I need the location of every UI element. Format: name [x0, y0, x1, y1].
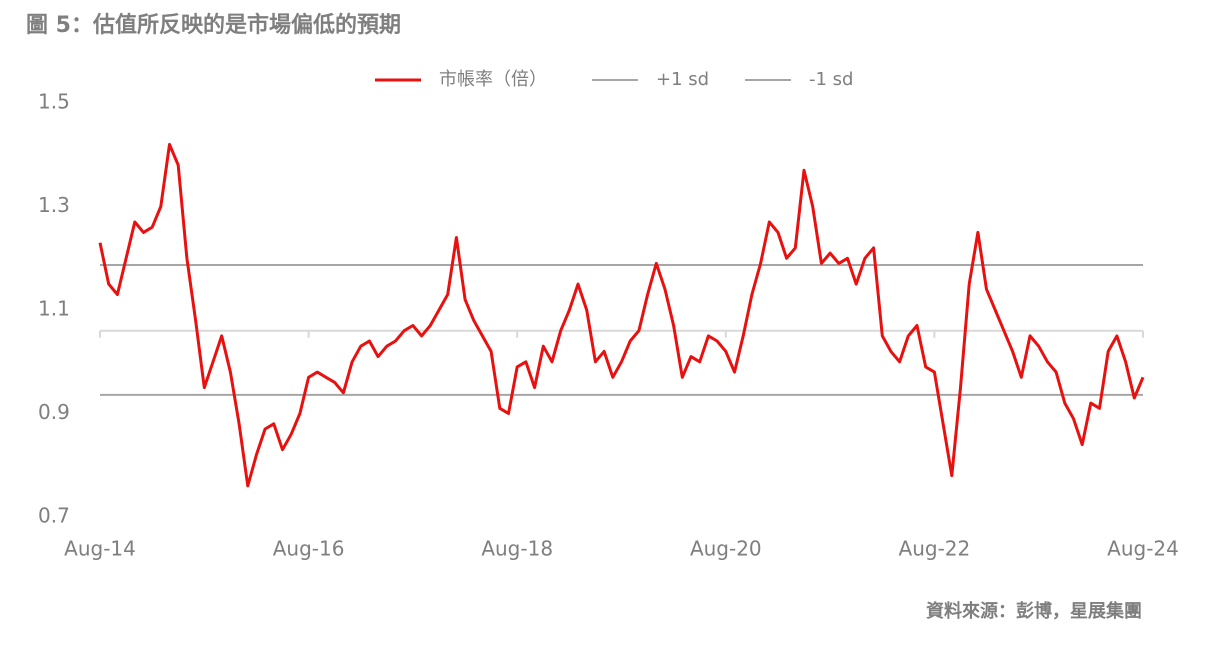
y-tick-label: 0.7: [38, 504, 70, 528]
legend-label: -1 sd: [809, 69, 853, 90]
x-tick-label: Aug-16: [273, 537, 345, 561]
data-line: [98, 142, 1145, 488]
y-tick-label: 1.3: [38, 193, 70, 217]
x-tick-label: Aug-24: [1107, 537, 1179, 561]
y-tick-label: 0.9: [38, 400, 70, 424]
source-note: 資料來源：彭博，星展集團: [926, 600, 1142, 622]
x-tick-label: Aug-14: [64, 537, 136, 561]
legend-label: +1 sd: [656, 69, 709, 90]
x-tick-label: Aug-22: [899, 537, 971, 561]
y-tick-label: 1.1: [38, 297, 70, 321]
y-tick-label: 1.5: [38, 90, 70, 114]
x-tick-label: Aug-18: [481, 537, 553, 561]
legend-label: 市帳率（倍）: [439, 69, 547, 90]
chart-title: 圖 5：估值所反映的是市場偏低的預期: [26, 12, 401, 38]
x-tick-label: Aug-20: [690, 537, 762, 561]
